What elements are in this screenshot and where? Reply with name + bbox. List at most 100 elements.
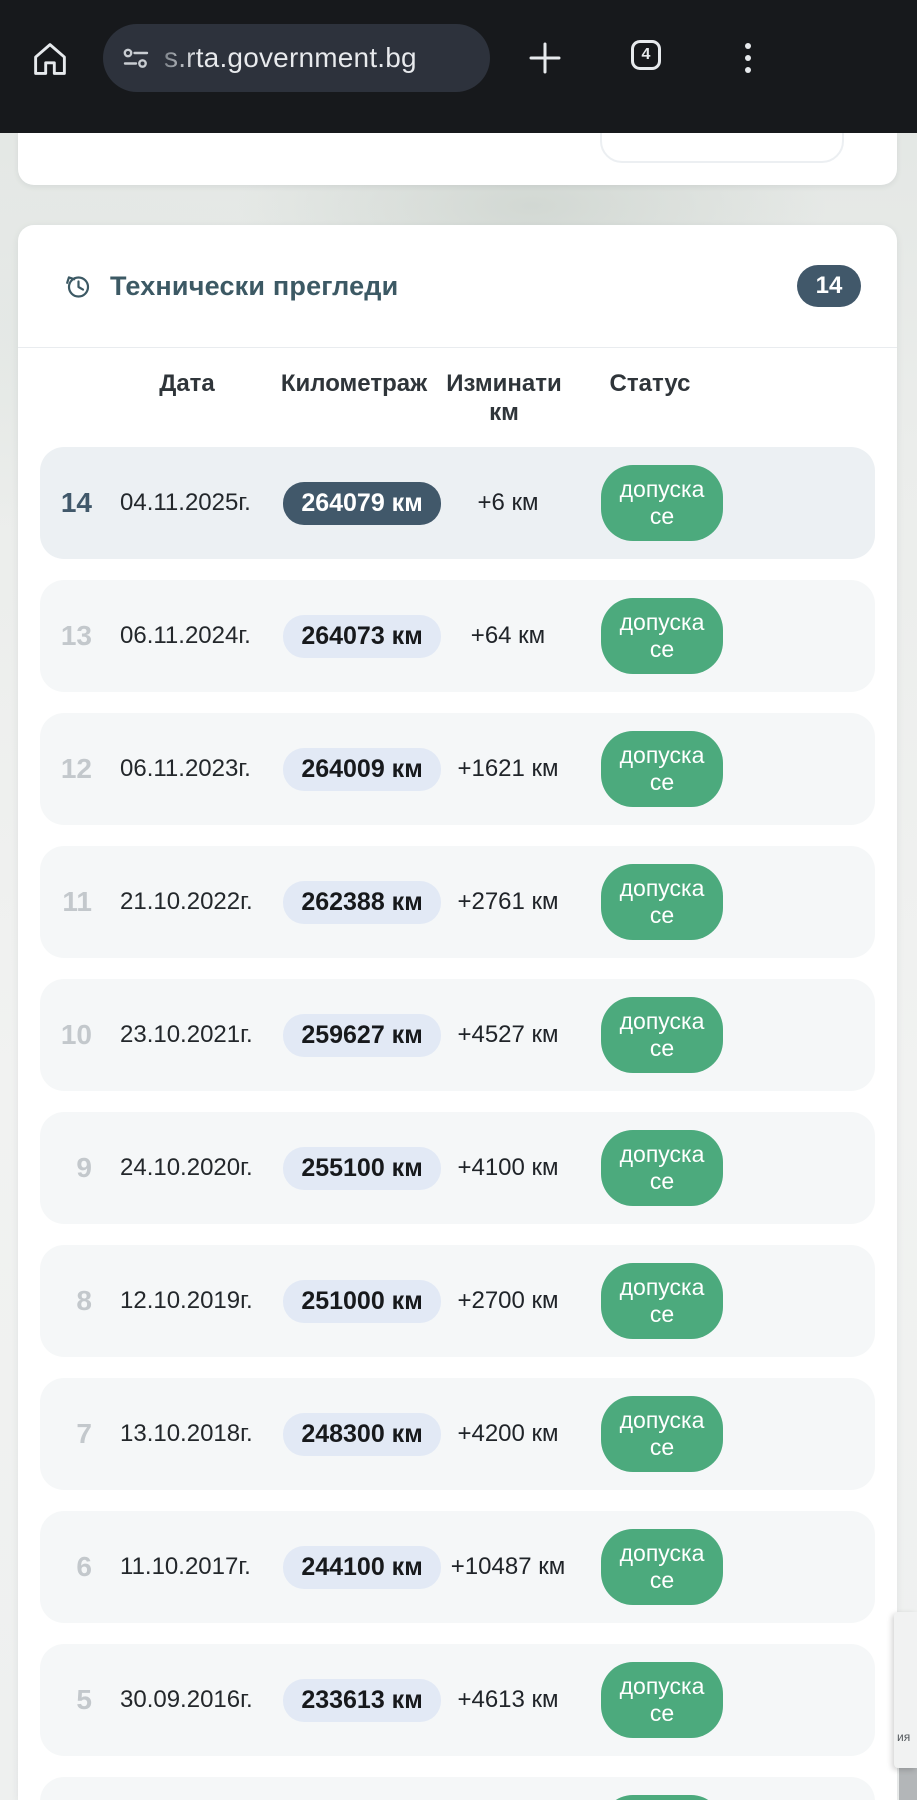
home-button[interactable] [26, 35, 74, 83]
inspection-date: 12.10.2019г. [120, 1287, 253, 1314]
distance-delta: +4613 км [457, 1686, 559, 1713]
odometer-badge: 233613 км [283, 1678, 441, 1722]
url-bar[interactable]: s.rta.government.bg [103, 24, 490, 92]
odometer-cell: 264009 км [283, 747, 441, 791]
inspection-rows: 14 04.11.2025г. 264079 км +6 км допуска се 13… [18, 447, 897, 1800]
status-cell [579, 1795, 745, 1800]
row-number: 8 [76, 1285, 92, 1316]
page-controls-icon[interactable] [121, 43, 151, 73]
right-edge-tab-label: ия [897, 1730, 911, 1744]
inspection-date: 23.10.2021г. [120, 1021, 253, 1048]
distance-delta: +4200 км [457, 1420, 559, 1447]
status-pill: допуска се [601, 465, 723, 541]
kebab-menu-icon [745, 43, 751, 49]
distance-delta: +64 км [470, 622, 546, 649]
column-header-odometer: Километраж [280, 370, 428, 397]
inspection-date: 04.11.2025г. [120, 489, 251, 516]
inspection-row: 11 21.10.2022г. 262388 км +2761 км допуска с… [40, 846, 875, 958]
status-cell: допуска се [579, 465, 745, 541]
status-pill: допуска се [601, 731, 723, 807]
odometer-badge: 248300 км [283, 1412, 441, 1456]
status-pill: допуска се [601, 1529, 723, 1605]
tab-count: 4 [641, 46, 651, 63]
status-pill: допуска се [601, 1263, 723, 1339]
row-number: 5 [76, 1684, 92, 1715]
inspection-row: 6 11.10.2017г. 244100 км +10487 км допуска с… [40, 1511, 875, 1623]
inspection-row: 8 12.10.2019г. 251000 км +2700 км допуска се [40, 1245, 875, 1357]
inspection-date: 11.10.2017г. [120, 1553, 251, 1580]
inspection-row: 7 13.10.2018г. 248300 км +4200 км допуска се [40, 1378, 875, 1490]
browser-toolbar: s.rta.government.bg 4 [0, 0, 917, 133]
url-text[interactable]: s.rta.government.bg [164, 42, 417, 73]
distance-delta: +2700 км [457, 1287, 559, 1314]
status-cell: допуска се [579, 997, 745, 1073]
menu-button[interactable] [736, 36, 760, 80]
home-icon [34, 43, 66, 75]
inspection-row: 9 24.10.2020г. 255100 км +4100 км допуска се [40, 1112, 875, 1224]
row-number: 13 [60, 620, 92, 651]
odometer-badge: 251000 км [283, 1279, 441, 1323]
odometer-badge: 262388 км [283, 880, 441, 924]
history-clock-icon [66, 276, 90, 298]
previous-card-bottom [18, 133, 897, 185]
inspection-date: 24.10.2020г. [120, 1154, 253, 1181]
row-number: 12 [60, 753, 92, 784]
inspection-date: 06.11.2023г. [120, 755, 251, 782]
odometer-badge: 264009 км [283, 747, 441, 791]
inspection-row: 5 30.09.2016г. 233613 км +4613 км допуска се [40, 1644, 875, 1756]
row-number: 7 [76, 1418, 92, 1449]
card-header: Технически прегледи 14 [18, 225, 897, 348]
distance-delta: +10487 км [450, 1553, 566, 1580]
odometer-cell: 255100 км [283, 1146, 441, 1190]
distance-delta: +4527 км [457, 1021, 559, 1048]
distance-delta: +6 км [477, 489, 539, 516]
odometer-cell: 233613 км [283, 1678, 441, 1722]
status-cell: допуска се [579, 1396, 745, 1472]
odometer-badge: 264073 км [283, 614, 441, 658]
odometer-cell: 244100 км [283, 1545, 441, 1589]
tab-switcher-button[interactable]: 4 [631, 40, 667, 76]
inspection-row: 14 04.11.2025г. 264079 км +6 км допуска се [40, 447, 875, 559]
inspection-date: 06.11.2024г. [120, 622, 251, 649]
inspection-row: 10 23.10.2021г. 259627 км +4527 км допуска с… [40, 979, 875, 1091]
inspections-card: Технически прегледи 14 Дата Километраж И… [18, 225, 897, 1800]
odometer-cell: 264079 км [283, 481, 441, 525]
column-header-distance: Изминати км [446, 370, 562, 426]
odometer-cell: 264073 км [283, 614, 441, 658]
new-tab-button[interactable] [523, 36, 567, 80]
status-cell: допуска се [579, 864, 745, 940]
right-edge-tab-secondary[interactable] [899, 1768, 917, 1800]
status-pill: допуска се [601, 598, 723, 674]
status-cell: допуска се [579, 1263, 745, 1339]
right-edge-tab[interactable]: ия [894, 1612, 917, 1768]
inspection-date: 30.09.2016г. [120, 1686, 253, 1713]
status-cell: допуска се [579, 731, 745, 807]
row-number: 11 [62, 886, 92, 917]
row-number: 6 [76, 1551, 92, 1582]
status-pill: допуска се [601, 1662, 723, 1738]
status-cell: допуска се [579, 1130, 745, 1206]
count-badge: 14 [797, 265, 861, 307]
odometer-cell: 259627 км [283, 1013, 441, 1057]
odometer-badge: 264079 км [283, 481, 441, 525]
outlined-button-partial[interactable] [600, 133, 844, 163]
odometer-badge: 255100 км [283, 1146, 441, 1190]
row-number: 10 [60, 1019, 92, 1050]
column-header-date: Дата [159, 370, 215, 397]
inspection-date: 13.10.2018г. [120, 1420, 253, 1447]
odometer-badge: 244100 км [283, 1545, 441, 1589]
status-pill: допуска се [601, 997, 723, 1073]
plus-icon [529, 42, 561, 74]
tab-switcher-icon: 4 [631, 40, 661, 70]
distance-delta: +1621 км [457, 755, 559, 782]
row-number: 14 [60, 487, 92, 518]
odometer-cell: 248300 км [283, 1412, 441, 1456]
distance-delta: +2761 км [457, 888, 559, 915]
status-pill: допуска се [601, 864, 723, 940]
odometer-cell: 251000 км [283, 1279, 441, 1323]
inspection-date: 21.10.2022г. [120, 888, 253, 915]
status-cell: допуска се [579, 598, 745, 674]
row-number: 9 [76, 1152, 92, 1183]
column-header-status: Статус [609, 370, 691, 397]
inspection-row [40, 1777, 875, 1800]
